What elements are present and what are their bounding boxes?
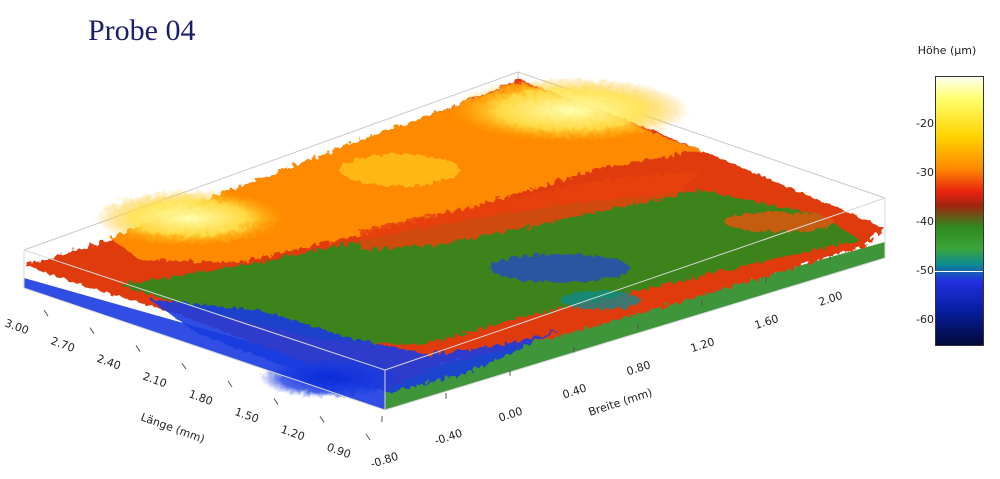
x-tick-label: 1.80: [187, 387, 214, 408]
colorbar-tick-label: -30: [916, 166, 934, 179]
x-tick-label: 1.20: [279, 423, 306, 444]
y-tick-label: 2.00: [817, 289, 844, 309]
x-tick-mark: [227, 380, 233, 388]
y-tick-label: 0.40: [561, 381, 588, 401]
colorbar-tick-label: -40: [916, 215, 934, 228]
x-tick-mark: [273, 398, 279, 405]
colorbar-tick-label: -20: [916, 117, 934, 130]
surface-band-green: [120, 190, 860, 345]
surface-orange-right: [725, 212, 835, 232]
surface-peak-left: [95, 190, 285, 246]
x-tick-label: 0.90: [325, 441, 352, 462]
x-tick-mark: [181, 362, 187, 370]
x-tick-label: 2.70: [49, 334, 76, 355]
surface-band-blue: [150, 300, 560, 392]
x-tick-mark: [135, 345, 141, 352]
colorbar-marker: [935, 271, 983, 272]
surface-body: [24, 78, 885, 410]
colorbar-tick-label: -60: [916, 313, 934, 326]
y-tick-label: 0.00: [497, 405, 524, 425]
x-tick-mark: [319, 416, 325, 423]
x-tick-label: 3.00: [3, 317, 30, 338]
x-axis-label: Länge (mm): [139, 411, 207, 446]
surface-teal-patch: [560, 291, 640, 309]
colorbar: [935, 76, 984, 346]
surface-peak-upper: [450, 78, 690, 142]
chart-title: Probe 04: [88, 14, 196, 47]
x-tick-label: 1.50: [233, 405, 260, 426]
x-tick-label: 2.40: [95, 352, 122, 373]
colorbar-title: Höhe (µm): [917, 44, 977, 57]
surface-valley-front: [260, 358, 400, 398]
y-tick-label: 1.60: [753, 312, 780, 332]
surface-peak-mid: [340, 154, 460, 186]
x-tick-mark: [365, 433, 371, 441]
x-tick-mark: [89, 327, 95, 334]
surface-side-right: [385, 242, 885, 410]
y-axis-label: Breite (mm): [587, 386, 654, 419]
y-tick-label: 0.80: [625, 358, 652, 378]
y-tick-label: -0.40: [433, 427, 464, 448]
surface-valley-mid: [490, 254, 630, 282]
surface-band-orange-mid: [360, 170, 700, 250]
y-tick-label: 1.20: [689, 335, 716, 355]
x-tick-mark: [43, 309, 49, 317]
y-tick-label: -0.80: [369, 450, 400, 471]
colorbar-tick-label: -50: [916, 264, 934, 277]
x-tick-label: 2.10: [141, 370, 168, 391]
bounding-box-front: [23, 197, 886, 411]
